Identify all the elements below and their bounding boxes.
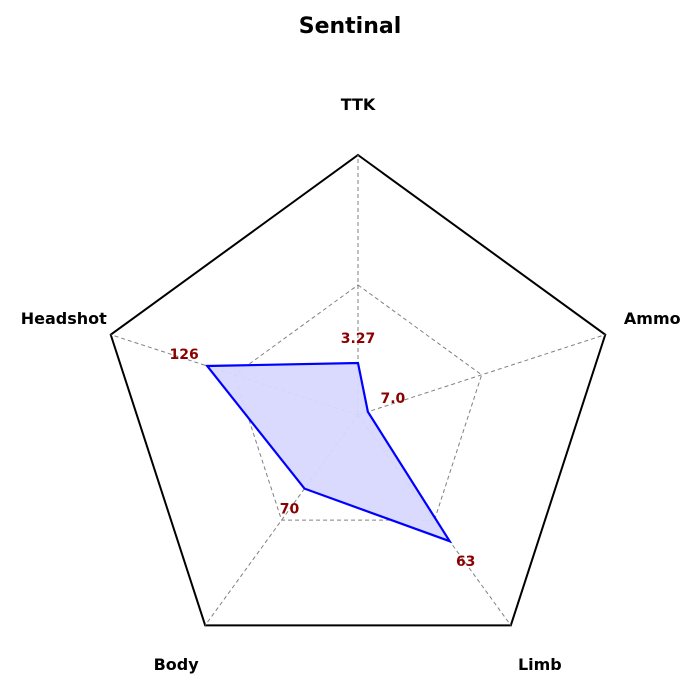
axis-label-ttk: TTK	[341, 95, 376, 114]
axis-label-headshot: Headshot	[21, 309, 107, 328]
grid-ring-1	[233, 284, 483, 521]
series-layer	[204, 361, 453, 544]
value-label-limb: 63	[456, 554, 475, 570]
series-area	[204, 361, 453, 544]
axis-label-layer: TTK Ammo Limb Body Headshot	[21, 95, 681, 674]
axis-label-limb: Limb	[518, 655, 562, 674]
value-label-ammo: 7.0	[380, 391, 405, 407]
chart-title: Sentinal	[299, 14, 402, 39]
value-label-layer: 3.27 7.0 63 70 126	[170, 331, 476, 570]
spoke-ammo	[357, 334, 606, 416]
outer-ring	[109, 153, 607, 627]
value-label-headshot: 126	[170, 347, 199, 363]
axis-label-body: Body	[154, 655, 200, 674]
value-label-body: 70	[280, 502, 300, 518]
value-label-ttk: 3.27	[341, 331, 376, 347]
axis-label-ammo: Ammo	[624, 309, 681, 328]
